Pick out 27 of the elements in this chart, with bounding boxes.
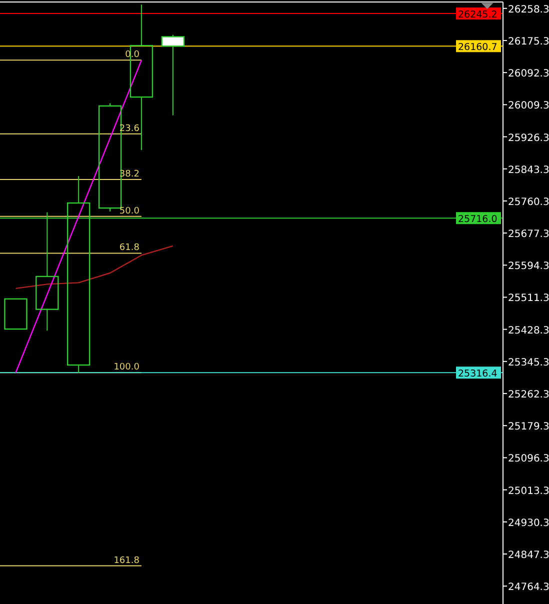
annotation: 61.8 [119, 243, 140, 254]
ref-line-label: 25716.0 [458, 214, 498, 226]
y-tick-label: 25262.3 [508, 390, 549, 401]
y-tick-label: 25013.3 [508, 486, 549, 497]
y-tick-label: 25428.3 [508, 325, 549, 336]
y-tick-label: 25511.3 [508, 293, 549, 304]
y-tick-label: 25179.3 [508, 422, 549, 433]
y-tick-label: 26258.3 [508, 4, 549, 16]
y-tick-label: 25096.3 [508, 454, 549, 465]
y-tick-label: 25760.3 [508, 196, 549, 208]
ref-line-label: 26245.2 [458, 9, 498, 20]
y-tick-label: 26009.3 [508, 100, 549, 112]
y-tick-label: 26175.3 [508, 36, 549, 48]
y-tick-label: 25345.3 [508, 357, 549, 368]
y-tick-label: 25926.3 [508, 132, 549, 144]
annotation: 100.0 [114, 362, 140, 373]
y-tick-label: 25677.3 [508, 229, 549, 240]
annotation: 50.0 [119, 206, 140, 216]
ref-line-label: 26160.7 [458, 42, 498, 54]
y-tick-label: 25594.3 [508, 261, 549, 272]
y-tick-label: 26092.3 [508, 68, 549, 80]
y-tick-label: 24930.3 [508, 518, 549, 529]
y-tick-label: 24764.3 [508, 582, 549, 594]
ref-line-label: 25316.4 [458, 368, 498, 380]
y-tick-label: 25843.3 [508, 164, 549, 176]
annotation: 161.8 [114, 556, 140, 566]
y-tick-label: 24847.3 [508, 550, 549, 561]
